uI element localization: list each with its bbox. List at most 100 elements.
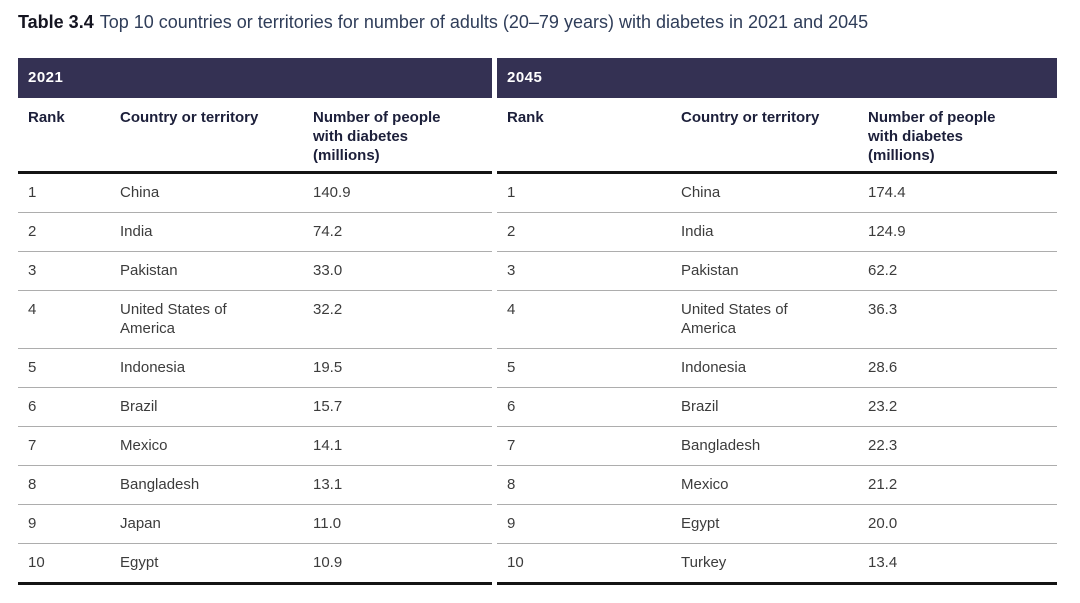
country-cell: Turkey xyxy=(681,543,868,585)
rank-cell: 7 xyxy=(497,426,681,466)
rank-cell: 4 xyxy=(497,290,681,349)
table-row: 1 China 140.9 xyxy=(18,172,492,213)
table-title-text: Top 10 countries or territories for numb… xyxy=(99,12,869,32)
column-header-number: Number of people with diabetes (millions… xyxy=(868,98,1057,174)
country-cell: Indonesia xyxy=(681,348,868,388)
country-cell: Egypt xyxy=(120,543,313,585)
table-row: 10 Egypt 10.9 xyxy=(18,543,492,585)
table-row: 2 India 124.9 xyxy=(497,212,1057,252)
table-row: 8 Bangladesh 13.1 xyxy=(18,465,492,505)
column-header-rank: Rank xyxy=(18,98,120,174)
country-cell: Pakistan xyxy=(681,251,868,291)
country-cell: India xyxy=(681,212,868,252)
country-cell: Bangladesh xyxy=(681,426,868,466)
rank-cell: 5 xyxy=(18,348,120,388)
value-cell: 23.2 xyxy=(868,387,1057,427)
rank-cell: 9 xyxy=(18,504,120,544)
value-cell: 32.2 xyxy=(313,290,492,349)
column-header-number: Number of people with diabetes (millions… xyxy=(313,98,492,174)
value-cell: 10.9 xyxy=(313,543,492,585)
rank-cell: 10 xyxy=(18,543,120,585)
column-header-row: Rank Country or territory Number of peop… xyxy=(18,98,492,174)
column-header-number-label: Number of people with diabetes (millions… xyxy=(868,109,996,164)
table-row: 8 Mexico 21.2 xyxy=(497,465,1057,505)
value-cell: 11.0 xyxy=(313,504,492,544)
column-header-rank: Rank xyxy=(497,98,681,174)
country-cell: India xyxy=(120,212,313,252)
value-cell: 14.1 xyxy=(313,426,492,466)
diabetes-table-2021: Rank Country or territory Number of peop… xyxy=(18,98,492,585)
table-row: 10 Turkey 13.4 xyxy=(497,543,1057,585)
year-header-2045: 2045 xyxy=(497,58,1057,98)
table-row: 4 United States of America 36.3 xyxy=(497,290,1057,349)
rank-cell: 6 xyxy=(18,387,120,427)
rank-cell: 3 xyxy=(18,251,120,291)
country-cell: United States of America xyxy=(120,290,313,349)
column-header-number-label: Number of people with diabetes (millions… xyxy=(313,109,441,164)
country-cell: China xyxy=(120,172,313,213)
value-cell: 36.3 xyxy=(868,290,1057,349)
column-header-row: Rank Country or territory Number of peop… xyxy=(497,98,1057,174)
rank-cell: 5 xyxy=(497,348,681,388)
table-row: 9 Japan 11.0 xyxy=(18,504,492,544)
diabetes-table-2045: Rank Country or territory Number of peop… xyxy=(497,98,1057,585)
tables-container: 2021 Rank Country or territory Number of… xyxy=(18,58,1057,585)
value-cell: 19.5 xyxy=(313,348,492,388)
table-row: 7 Mexico 14.1 xyxy=(18,426,492,466)
column-header-country: Country or territory xyxy=(681,98,868,174)
country-cell: Mexico xyxy=(681,465,868,505)
country-cell: Egypt xyxy=(681,504,868,544)
table-row: 5 Indonesia 28.6 xyxy=(497,348,1057,388)
rank-cell: 9 xyxy=(497,504,681,544)
value-cell: 33.0 xyxy=(313,251,492,291)
value-cell: 174.4 xyxy=(868,172,1057,213)
country-cell: United States of America xyxy=(681,290,868,349)
value-cell: 15.7 xyxy=(313,387,492,427)
table-row: 5 Indonesia 19.5 xyxy=(18,348,492,388)
rank-cell: 2 xyxy=(497,212,681,252)
rank-cell: 1 xyxy=(18,172,120,213)
rank-cell: 3 xyxy=(497,251,681,291)
value-cell: 22.3 xyxy=(868,426,1057,466)
country-cell: Mexico xyxy=(120,426,313,466)
year-header-2021: 2021 xyxy=(18,58,492,98)
table-row: 6 Brazil 15.7 xyxy=(18,387,492,427)
country-cell: Bangladesh xyxy=(120,465,313,505)
table-section-2045: 2045 Rank Country or territory Number of… xyxy=(497,58,1057,585)
country-cell: Indonesia xyxy=(120,348,313,388)
country-cell: Brazil xyxy=(681,387,868,427)
rank-cell: 2 xyxy=(18,212,120,252)
rank-cell: 10 xyxy=(497,543,681,585)
table-section-2021: 2021 Rank Country or territory Number of… xyxy=(18,58,492,585)
value-cell: 74.2 xyxy=(313,212,492,252)
country-cell: Japan xyxy=(120,504,313,544)
value-cell: 21.2 xyxy=(868,465,1057,505)
rank-cell: 7 xyxy=(18,426,120,466)
table-row: 6 Brazil 23.2 xyxy=(497,387,1057,427)
table-title: Table 3.4 Top 10 countries or territories… xyxy=(18,11,868,33)
table-row: 7 Bangladesh 22.3 xyxy=(497,426,1057,466)
value-cell: 124.9 xyxy=(868,212,1057,252)
country-cell: Pakistan xyxy=(120,251,313,291)
table-title-label: Table 3.4 xyxy=(18,12,94,32)
table-row: 9 Egypt 20.0 xyxy=(497,504,1057,544)
rank-cell: 1 xyxy=(497,172,681,213)
value-cell: 140.9 xyxy=(313,172,492,213)
country-cell: China xyxy=(681,172,868,213)
rank-cell: 8 xyxy=(497,465,681,505)
value-cell: 13.4 xyxy=(868,543,1057,585)
value-cell: 20.0 xyxy=(868,504,1057,544)
table-row: 3 Pakistan 62.2 xyxy=(497,251,1057,291)
value-cell: 13.1 xyxy=(313,465,492,505)
rank-cell: 4 xyxy=(18,290,120,349)
table-row: 4 United States of America 32.2 xyxy=(18,290,492,349)
rank-cell: 6 xyxy=(497,387,681,427)
rank-cell: 8 xyxy=(18,465,120,505)
table-row: 1 China 174.4 xyxy=(497,172,1057,213)
value-cell: 62.2 xyxy=(868,251,1057,291)
value-cell: 28.6 xyxy=(868,348,1057,388)
table-row: 2 India 74.2 xyxy=(18,212,492,252)
column-header-country: Country or territory xyxy=(120,98,313,174)
table-row: 3 Pakistan 33.0 xyxy=(18,251,492,291)
